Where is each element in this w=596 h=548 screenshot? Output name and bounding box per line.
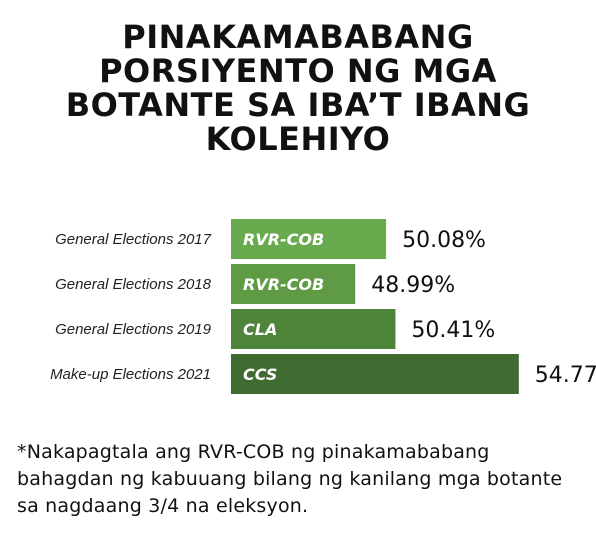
bar <box>231 219 387 259</box>
value-label: 50.41% <box>411 318 495 343</box>
category-label: General Elections 2018 <box>55 276 212 293</box>
category-label: Make-up Elections 2021 <box>50 366 211 383</box>
footnote: *Nakapagtala ang RVR-COB ng pinakamababa… <box>17 441 563 517</box>
bar-chart: General Elections 2017 RVR-COB 50.08% Gener… <box>50 219 596 394</box>
bar-label: RVR-COB <box>243 230 324 249</box>
chart-title: PINAKAMABABANG PORSIYENTO NG MGA BOTANTE… <box>65 18 531 158</box>
bar <box>231 264 356 304</box>
bar <box>231 354 519 394</box>
bar-label: RVR-COB <box>243 275 324 294</box>
category-label: General Elections 2017 <box>55 231 212 248</box>
value-label: 48.99% <box>371 273 455 298</box>
category-label: General Elections 2019 <box>55 321 212 338</box>
bar-label: CLA <box>243 320 277 339</box>
bar-label: CCS <box>243 365 277 384</box>
bar <box>231 309 396 349</box>
value-label: 54.77% <box>535 363 596 388</box>
value-label: 50.08% <box>402 228 486 253</box>
